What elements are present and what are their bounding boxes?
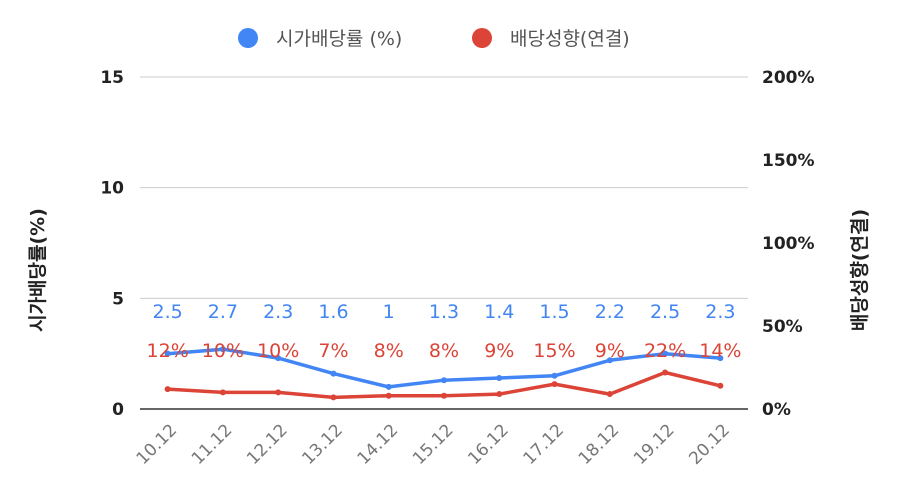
- right-tick-label: 200%: [762, 68, 815, 88]
- left-tick-label: 0: [112, 400, 124, 420]
- data-label-dividend-yield: 1.4: [484, 301, 514, 323]
- x-tick-label: 11.12: [188, 420, 237, 469]
- right-axis-title: 배당성향(연결): [849, 209, 871, 331]
- data-label-payout-ratio: 9%: [595, 340, 625, 362]
- data-labels: 2.5 2.7 2.3 1.6 1 1.3 1.4 1.5 2.2 2.5 2.3 12% 10% 10%…: [147, 301, 742, 362]
- data-label-payout-ratio: 14%: [699, 340, 741, 362]
- x-tick-label: 15.12: [409, 420, 458, 469]
- right-axis-ticks: 0% 50% 100% 150% 200%: [762, 68, 815, 420]
- x-axis-ticks: 10.12 11.12 12.12 13.12 14.12 15.12 16.12 17.12…: [133, 420, 734, 469]
- data-point: [164, 350, 171, 357]
- data-point: [551, 381, 558, 388]
- legend: 시가배당률 (%) 배당성향(연결): [238, 28, 630, 50]
- data-label-dividend-yield: 2.3: [263, 301, 293, 323]
- data-label-dividend-yield: 2.7: [208, 301, 238, 323]
- data-label-payout-ratio: 12%: [147, 340, 189, 362]
- left-tick-label: 10: [100, 179, 124, 199]
- data-point: [441, 392, 447, 399]
- data-label-dividend-yield: 1.6: [318, 301, 348, 323]
- data-point: [385, 392, 392, 399]
- data-label-payout-ratio: 7%: [318, 340, 348, 362]
- data-label-payout-ratio: 15%: [533, 340, 575, 362]
- data-point: [551, 372, 558, 379]
- data-label-payout-ratio: 9%: [484, 340, 514, 362]
- data-point: [606, 357, 613, 364]
- x-tick-label: 12.12: [243, 420, 292, 469]
- x-tick-label: 20.12: [685, 420, 734, 469]
- data-point: [330, 370, 337, 377]
- data-label-payout-ratio: 22%: [644, 340, 686, 362]
- data-point: [717, 382, 724, 389]
- x-tick-label: 14.12: [354, 420, 403, 469]
- left-tick-label: 15: [100, 68, 124, 88]
- data-label-dividend-yield: 1.3: [429, 301, 459, 323]
- x-tick-label: 13.12: [298, 420, 347, 469]
- data-point: [662, 350, 669, 357]
- left-tick-label: 5: [112, 289, 124, 309]
- data-label-payout-ratio: 10%: [202, 340, 244, 362]
- data-label-dividend-yield: 2.2: [595, 301, 625, 323]
- data-label-dividend-yield: 2.3: [705, 301, 735, 323]
- series-lines: [164, 346, 724, 401]
- legend-marker-payout-ratio: [472, 28, 492, 48]
- data-point: [164, 386, 171, 393]
- x-tick-label: 10.12: [133, 420, 182, 469]
- right-tick-label: 150%: [762, 151, 815, 171]
- gridlines: [140, 76, 748, 410]
- data-point: [606, 391, 613, 398]
- right-tick-label: 0%: [762, 400, 791, 420]
- data-point: [219, 346, 226, 353]
- legend-label-dividend-yield: 시가배당률 (%): [276, 28, 402, 50]
- data-point: [441, 377, 447, 384]
- data-point: [662, 369, 669, 376]
- data-point: [496, 391, 503, 398]
- left-axis-title: 시가배당률(%): [27, 208, 49, 332]
- right-tick-label: 100%: [762, 234, 815, 254]
- x-tick-label: 17.12: [520, 420, 569, 469]
- data-point: [275, 355, 282, 362]
- x-tick-label: 19.12: [630, 420, 679, 469]
- x-tick-label: 18.12: [575, 420, 624, 469]
- data-label-dividend-yield: 2.5: [650, 301, 680, 323]
- data-point: [496, 375, 503, 382]
- data-point: [275, 389, 282, 396]
- data-point: [717, 355, 724, 362]
- data-label-payout-ratio: 8%: [374, 340, 404, 362]
- x-tick-label: 16.12: [464, 420, 513, 469]
- data-point: [330, 394, 337, 401]
- data-label-payout-ratio: 8%: [429, 340, 459, 362]
- data-label-dividend-yield: 2.5: [153, 301, 183, 323]
- legend-marker-dividend-yield: [238, 28, 258, 48]
- data-label-payout-ratio: 10%: [257, 340, 299, 362]
- data-label-dividend-yield: 1.5: [539, 301, 569, 323]
- left-axis-ticks: 0 5 10 15: [100, 68, 124, 420]
- data-label-dividend-yield: 1: [383, 301, 395, 323]
- data-point: [219, 389, 226, 396]
- data-point: [385, 383, 392, 390]
- legend-label-payout-ratio: 배당성향(연결): [510, 28, 630, 50]
- right-tick-label: 50%: [762, 317, 803, 337]
